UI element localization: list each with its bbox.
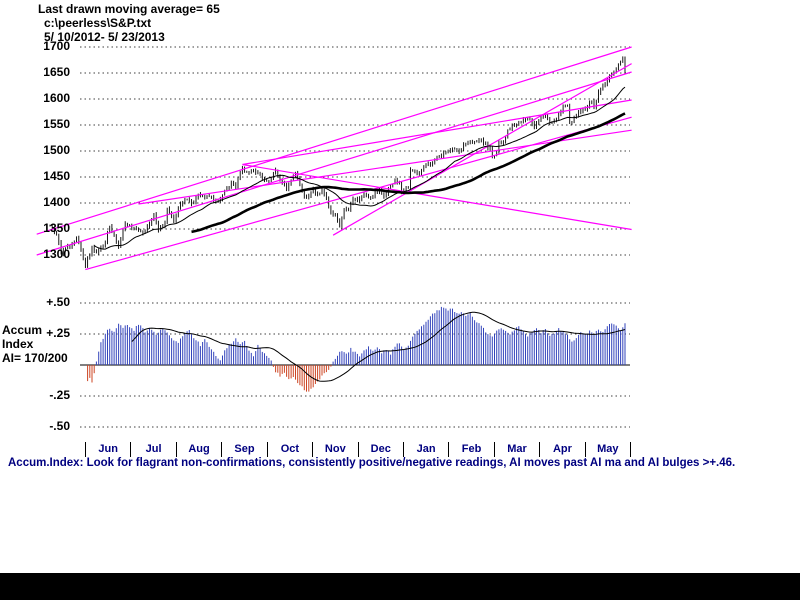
month-label: Dec (357, 442, 403, 457)
month-label: Nov (312, 442, 357, 457)
date-range-label: 5/ 10/2012- 5/ 23/2013 (44, 30, 165, 44)
month-label: Feb (448, 442, 493, 457)
bottom-black-bar (0, 573, 800, 600)
ai-axis-label: +.25 (46, 326, 70, 340)
month-label: Jan (402, 442, 448, 457)
accum-label: Accum (2, 323, 43, 337)
month-label: Aug (175, 442, 221, 457)
price-axis-label: 1550 (43, 117, 70, 131)
index-label: Index (2, 337, 34, 351)
price-axis-label: 1700 (43, 39, 70, 53)
month-label: Jun (85, 442, 130, 457)
month-label: Mar (493, 442, 539, 457)
month-label: Sep (221, 442, 266, 457)
price-axis-label: 1350 (43, 221, 70, 235)
price-axis-label: 1400 (43, 195, 70, 209)
ai-axis-label: -.50 (49, 419, 70, 433)
month-label: Apr (539, 442, 584, 457)
month-label: Jul (130, 442, 175, 457)
month-label: Oct (266, 442, 312, 457)
ai-ratio-label: AI= 170/200 (2, 351, 68, 365)
price-axis-label: 1450 (43, 169, 70, 183)
ai-axis-label: -.25 (49, 388, 70, 402)
price-axis-label: 1300 (43, 247, 70, 261)
price-axis-label: 1500 (43, 143, 70, 157)
month-axis: Jun Jul Aug Sep Oct Nov Dec Jan Feb Mar Apr May (85, 442, 631, 457)
file-path-label: c:\peerless\S&P.txt (44, 16, 152, 30)
month-label: May (584, 442, 630, 457)
accum-index-help-text: Accum.Index: Look for flagrant non-confi… (8, 457, 736, 469)
price-axis-label: 1600 (43, 91, 70, 105)
last-drawn-ma-label: Last drawn moving average= 65 (38, 2, 220, 16)
price-axis-label: 1650 (43, 65, 70, 79)
ai-axis-label: +.50 (46, 295, 70, 309)
